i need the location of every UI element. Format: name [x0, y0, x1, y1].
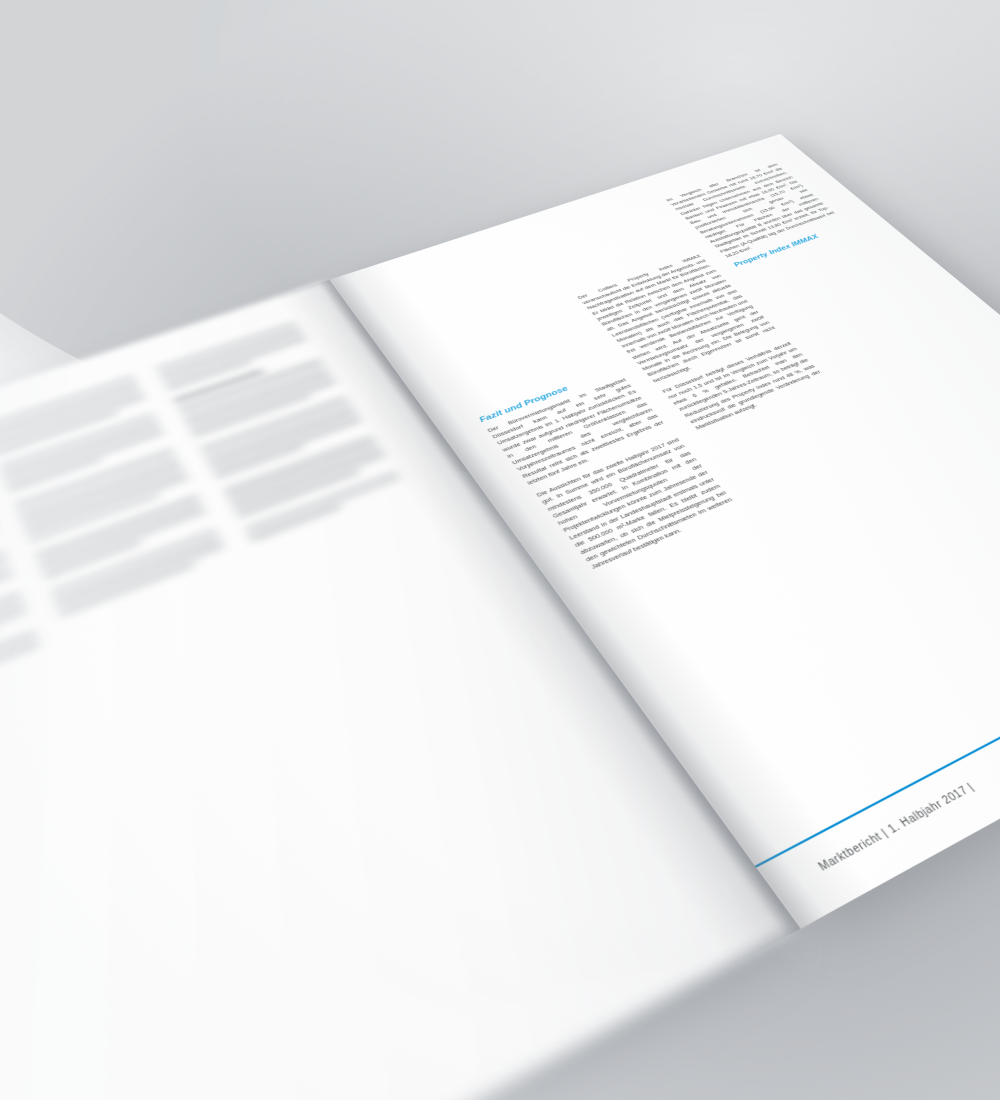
magazine-spread: Fazit und Prognose Der Bürovermietungsma…: [0, 133, 1000, 1100]
footer-text: Marktbericht | 1. Halbjahr 2017 |: [816, 781, 978, 874]
paragraph-intro: Im Vergleich aller Branchen ist dem Vera…: [664, 162, 836, 259]
footer-rule: [754, 571, 1000, 868]
left-page-columns: [0, 318, 432, 729]
